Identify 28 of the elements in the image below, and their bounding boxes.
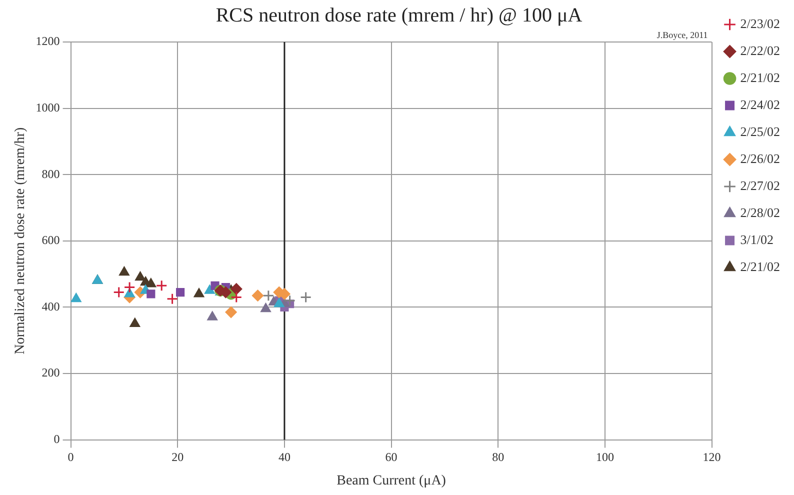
chart-title: RCS neutron dose rate (mrem / hr) @ 100 μA [216,4,583,26]
x-axis-title: Beam Current (μA) [336,473,446,488]
legend-label: 2/23/02 [740,16,780,31]
y-tick-label: 400 [42,299,60,314]
x-tick-label: 60 [385,450,398,464]
x-tick-label: 20 [172,450,184,464]
y-tick-label: 0 [54,432,60,446]
y-tick-label: 1000 [36,100,60,114]
y-tick-label: 600 [42,233,60,248]
legend-label: 2/25/02 [740,124,780,139]
legend-label: 3/1/02 [740,232,774,247]
legend-label: 2/28/02 [740,204,780,220]
x-tick-label: 40 [278,450,290,464]
legend-label: 2/26/02 [740,150,780,166]
legend-label: 2/22/02 [740,42,780,58]
y-axis-title: Normalized neutron dose rate (mrem/hr) [13,127,28,354]
x-tick-label: 100 [596,450,614,464]
x-tick-label: 0 [68,450,74,464]
y-tick-label: 800 [42,166,60,181]
text: J.Boyce, 2011 [656,30,708,40]
legend-label: 2/21/02 [740,70,780,85]
x-tick-label: 120 [702,450,721,464]
x-tick-label: 80 [492,450,504,464]
legend-label: 2/24/02 [740,96,780,112]
legend-label: 2/27/02 [740,178,780,193]
y-tick-label: 1200 [36,34,60,48]
legend-label: 2/21/02 [740,258,780,274]
y-tick-label: 200 [42,366,60,380]
